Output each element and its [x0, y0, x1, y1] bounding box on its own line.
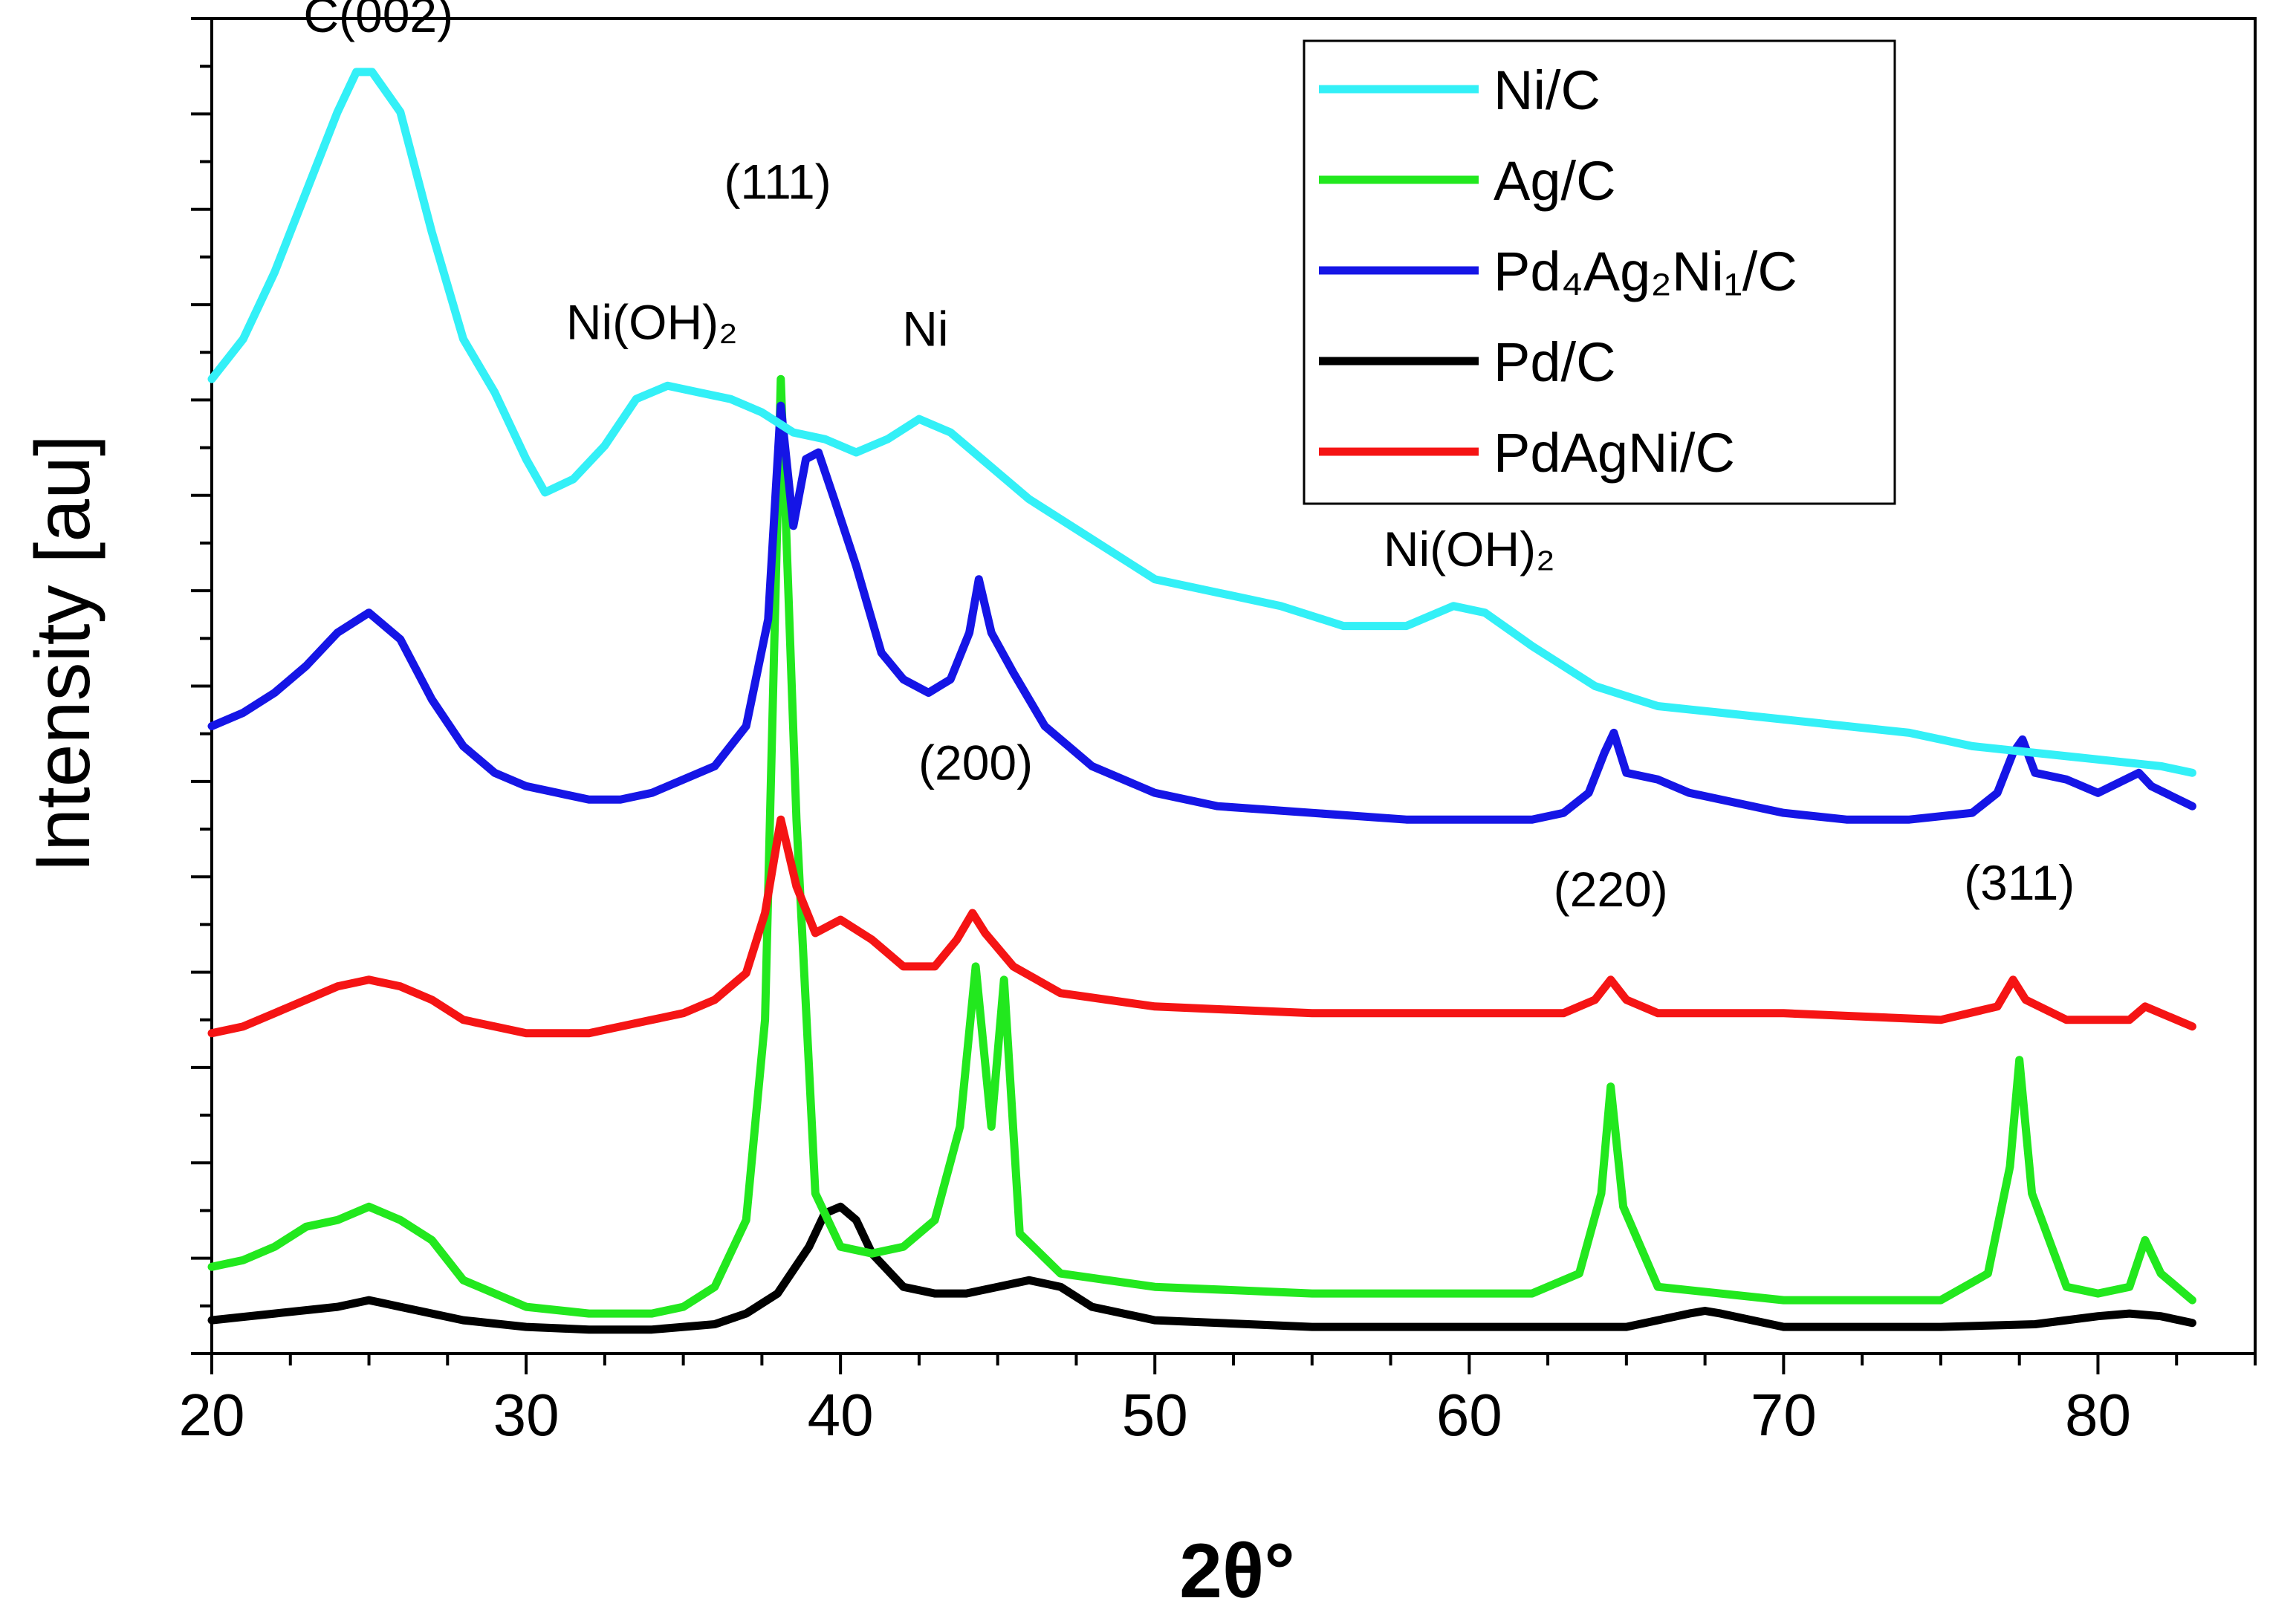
series-line	[207, 374, 2196, 1318]
peak-annotation: Ni(OH)₂	[1384, 522, 1555, 576]
x-tick-label: 80	[2065, 1382, 2131, 1448]
peak-annotation: Ni(OH)₂	[566, 294, 738, 349]
peak-annotation: (311)	[1964, 855, 2075, 910]
y-axis-label: Intensity [au]	[20, 435, 106, 873]
plot-frame	[210, 17, 2257, 1355]
peak-annotation: (111)	[724, 155, 831, 210]
legend-label: Ag/C	[1494, 150, 1616, 212]
series-line	[207, 401, 2196, 824]
y-axis-ticks	[191, 17, 212, 1355]
legend-entries: Ni/C Ag/C Pd₄Ag₂Ni₁/C Pd/C PdAgNi/C	[1319, 59, 1797, 484]
plot-area-border	[210, 17, 2257, 1355]
peak-annotation: Ni	[902, 301, 948, 356]
x-axis-label: 2θ°	[1179, 1528, 1295, 1614]
peak-annotation: (200)	[918, 735, 1033, 790]
x-tick-label: 60	[1436, 1382, 1502, 1448]
series-line	[207, 815, 2196, 1038]
x-tick-label: 20	[179, 1382, 245, 1448]
x-tick-label: 70	[1751, 1382, 1817, 1448]
series-line	[207, 68, 2196, 777]
legend-label: Ni/C	[1494, 59, 1601, 121]
peak-annotation: (220)	[1554, 862, 1668, 917]
x-tick-label: 40	[808, 1382, 874, 1448]
x-tick-label: 30	[493, 1382, 560, 1448]
series-layer	[207, 68, 2196, 1334]
x-axis-ticks: 20 30 40 50 60 70 80	[179, 1354, 2257, 1448]
annotation-layer: C(002) Ni(OH)₂ (111) Ni (200) Ni(OH)₂ (220) (31…	[303, 0, 2075, 917]
x-tick-label: 50	[1122, 1382, 1188, 1448]
legend-label: PdAgNi/C	[1494, 422, 1735, 484]
series-line	[207, 1202, 2196, 1334]
legend-label: Pd/C	[1494, 331, 1616, 393]
legend: Ni/C Ag/C Pd₄Ag₂Ni₁/C Pd/C PdAgNi/C	[1303, 39, 1896, 505]
peak-annotation: C(002)	[303, 0, 453, 42]
legend-label: Pd₄Ag₂Ni₁/C	[1494, 241, 1797, 302]
